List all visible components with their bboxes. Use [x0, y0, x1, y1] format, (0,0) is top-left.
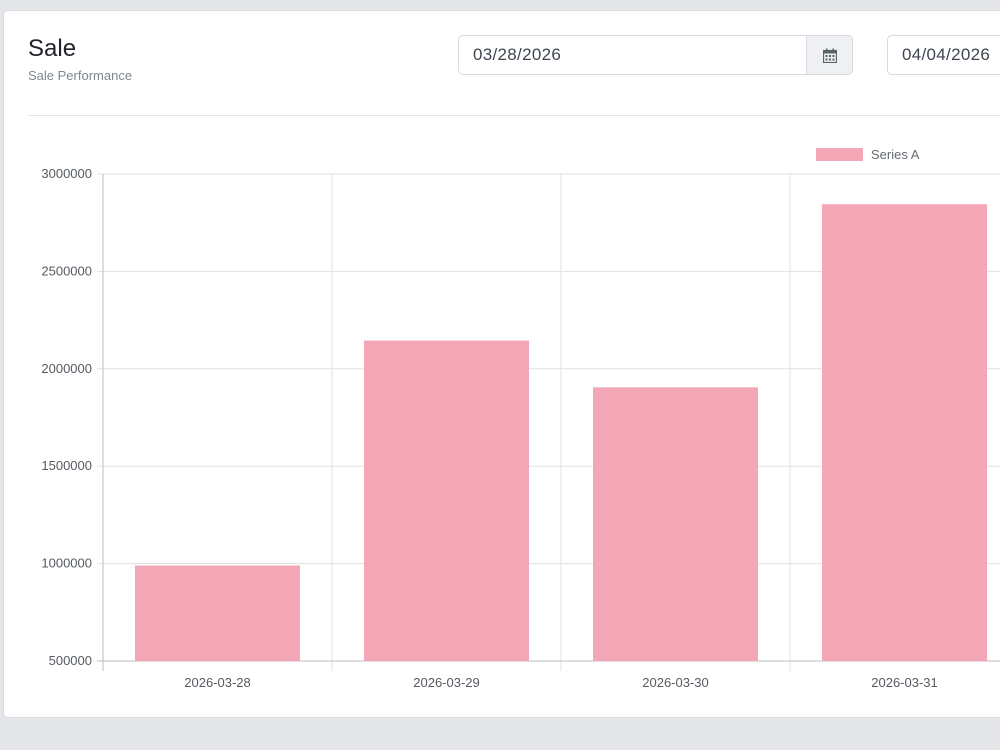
bar-2026-03-29[interactable]: [364, 340, 529, 661]
x-tick-label: 2026-03-28: [184, 675, 251, 690]
start-date-input[interactable]: [458, 35, 807, 75]
y-tick-label: 2500000: [41, 263, 92, 278]
legend-swatch-series-a: [816, 148, 863, 161]
x-tick-label: 2026-03-30: [642, 675, 709, 690]
card-subtitle: Sale Performance: [28, 68, 133, 83]
bar-2026-03-30[interactable]: [593, 387, 758, 661]
end-date-picker: [887, 35, 1000, 75]
legend-label-series-a: Series A: [871, 147, 920, 162]
bar-2026-03-31[interactable]: [822, 204, 987, 661]
x-tick-label: 2026-03-31: [871, 675, 938, 690]
y-tick-label: 500000: [49, 653, 92, 668]
sales-bar-chart: 500000 1000000 1500000 2000000 2500000 300000…: [41, 147, 1000, 690]
x-tick-label: 2026-03-29: [413, 675, 480, 690]
start-date-picker: [458, 35, 853, 75]
card-title: Sale: [28, 35, 77, 62]
calendar-icon: [822, 48, 837, 63]
end-date-input[interactable]: [887, 35, 1000, 75]
bar-2026-03-28[interactable]: [135, 565, 300, 661]
start-date-calendar-button[interactable]: [807, 35, 853, 75]
y-tick-label: 3000000: [41, 166, 92, 181]
y-tick-label: 1000000: [41, 556, 92, 571]
y-tick-label: 2000000: [41, 361, 92, 376]
sales-card: Sale Sale Performance 500000 1000000 15000…: [3, 10, 1000, 718]
header-divider: [28, 115, 1000, 116]
y-tick-label: 1500000: [41, 458, 92, 473]
